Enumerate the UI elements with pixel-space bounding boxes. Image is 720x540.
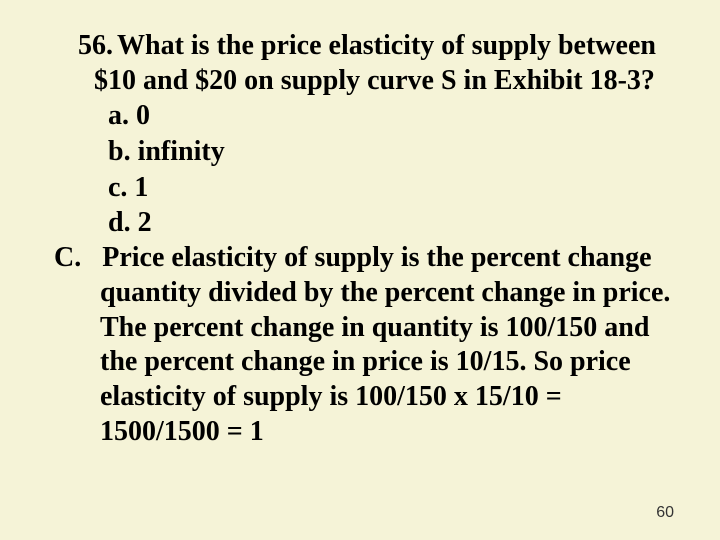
options-list: a. 0 b. infinity c. 1 d. 2: [54, 98, 682, 241]
option-a: a. 0: [108, 98, 682, 134]
question-text: What is the price elasticity of supply b…: [94, 30, 656, 96]
question-number: 56.: [78, 30, 113, 61]
answer-letter: C.: [54, 242, 81, 273]
answer-block: C. Price elasticity of supply is the per…: [66, 241, 682, 449]
answer-text: Price elasticity of supply is the percen…: [100, 242, 670, 447]
option-d: d. 2: [108, 205, 682, 241]
option-b: b. infinity: [108, 134, 682, 170]
slide-container: 56. What is the price elasticity of supp…: [0, 0, 720, 540]
page-number: 60: [656, 504, 674, 522]
option-c: c. 1: [108, 170, 682, 206]
question-block: 56. What is the price elasticity of supp…: [54, 28, 682, 98]
